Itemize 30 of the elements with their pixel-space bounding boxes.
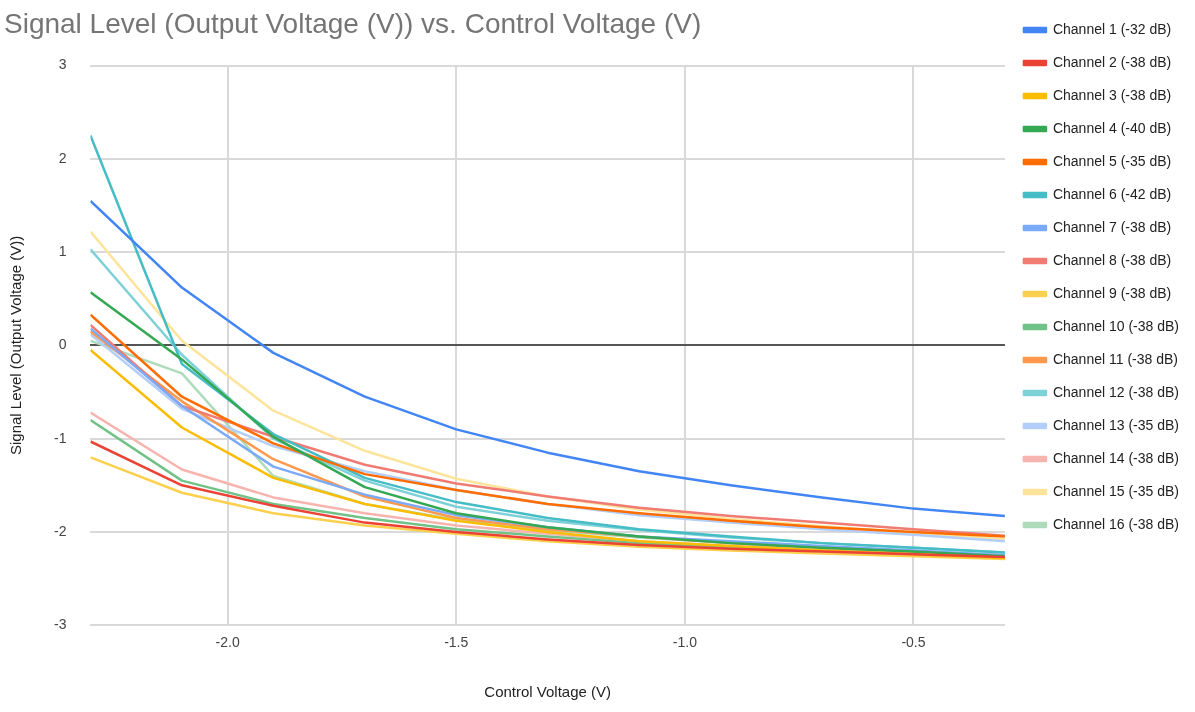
y-tick-label: 1 bbox=[58, 242, 67, 259]
y-tick-label: -2 bbox=[54, 522, 67, 539]
legend-label: Channel 11 (-38 dB) bbox=[1052, 350, 1178, 367]
legend-label: Channel 12 (-38 dB) bbox=[1052, 383, 1179, 400]
legend-label: Channel 8 (-38 dB) bbox=[1052, 251, 1172, 268]
legend-label: Channel 3 (-38 dB) bbox=[1052, 86, 1172, 103]
legend-label: Channel 4 (-40 dB) bbox=[1052, 119, 1172, 136]
y-axis-title: Signal Level (Output Voltage (V)) bbox=[7, 235, 25, 456]
legend-label: Channel 16 (-38 dB) bbox=[1052, 515, 1179, 532]
x-tick-label: -1.5 bbox=[444, 634, 469, 651]
y-tick-label: 2 bbox=[58, 149, 67, 166]
legend-label: Channel 14 (-38 dB) bbox=[1052, 449, 1179, 466]
chart-title: Signal Level (Output Voltage (V)) vs. Control Voltage (V) bbox=[4, 7, 702, 39]
x-tick-label: -0.5 bbox=[901, 634, 926, 651]
y-tick-label: -3 bbox=[54, 616, 67, 633]
legend-label: Channel 13 (-35 dB) bbox=[1052, 416, 1179, 433]
legend-label: Channel 7 (-38 dB) bbox=[1052, 218, 1172, 235]
x-tick-label: -1.0 bbox=[672, 634, 698, 651]
legend-label: Channel 15 (-35 dB) bbox=[1052, 482, 1179, 499]
legend-label: Channel 10 (-38 dB) bbox=[1052, 317, 1179, 334]
legend-label: Channel 5 (-35 dB) bbox=[1052, 152, 1172, 169]
legend-label: Channel 1 (-32 dB) bbox=[1052, 20, 1172, 37]
y-tick-label: 3 bbox=[58, 56, 67, 73]
y-tick-label: 0 bbox=[58, 336, 67, 353]
x-axis-title: Control Voltage (V) bbox=[484, 683, 612, 701]
y-tick-label: -1 bbox=[54, 429, 67, 446]
legend-label: Channel 9 (-38 dB) bbox=[1052, 284, 1172, 301]
x-tick-label: -2.0 bbox=[215, 634, 240, 651]
legend-label: Channel 6 (-42 dB) bbox=[1052, 185, 1172, 202]
legend-label: Channel 2 (-38 dB) bbox=[1052, 53, 1172, 70]
